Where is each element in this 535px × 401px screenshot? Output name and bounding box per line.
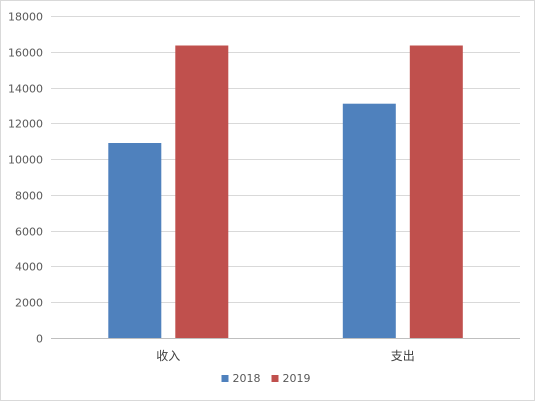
bars <box>108 45 463 338</box>
x-category-label: 收入 <box>156 349 180 363</box>
x-category-label: 支出 <box>391 349 415 363</box>
y-tick-label: 14000 <box>8 83 43 96</box>
y-tick-label: 0 <box>36 333 43 346</box>
y-tick-label: 12000 <box>8 118 43 131</box>
bar-2019-1 <box>409 45 463 338</box>
bar-2018-0 <box>108 143 162 338</box>
legend: 2018 2019 <box>221 372 311 385</box>
x-axis: 收入 支出 <box>51 338 520 363</box>
bar-2018-1 <box>342 103 396 338</box>
y-tick-label: 6000 <box>15 226 43 239</box>
y-tick-label: 2000 <box>15 297 43 310</box>
bar-2019-0 <box>175 45 229 338</box>
y-tick-label: 16000 <box>8 47 43 60</box>
y-tick-label: 10000 <box>8 154 43 167</box>
y-tick-label: 4000 <box>15 261 43 274</box>
legend-swatch-2019 <box>271 375 279 382</box>
y-axis-ticks: 0 2000 4000 6000 8000 10000 12000 14000 16000 180… <box>8 11 43 346</box>
legend-label-2019: 2019 <box>283 372 311 385</box>
legend-label-2018: 2018 <box>233 372 261 385</box>
legend-swatch-2018 <box>221 375 229 382</box>
y-tick-label: 8000 <box>15 190 43 203</box>
y-tick-label: 18000 <box>8 11 43 24</box>
